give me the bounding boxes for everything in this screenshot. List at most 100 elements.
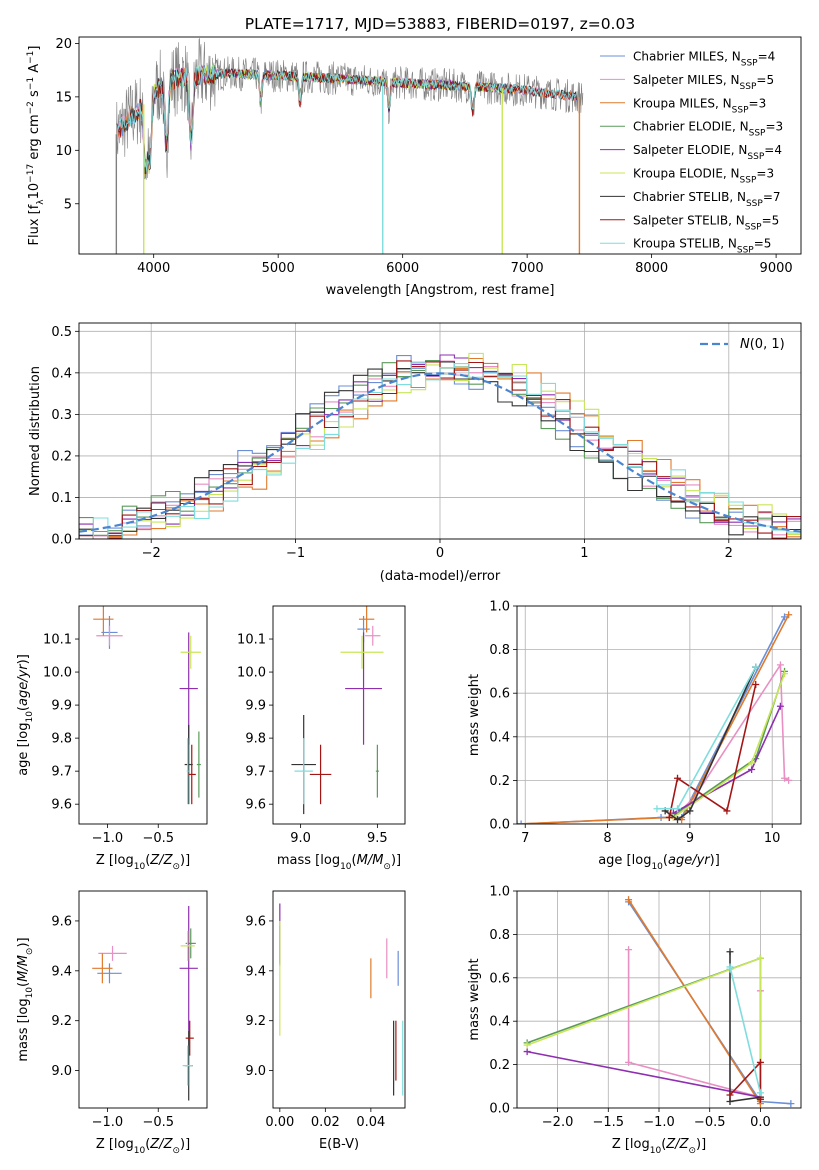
y-tick-label: 9.6 [51, 914, 72, 929]
x-tick-label: −1.5 [592, 1115, 624, 1130]
histogram-kroupa_miles [79, 357, 801, 539]
panel-age-vs-mass: 9.0 9.5 9.6 9.7 9.8 9.9 10.0 10.1 mass [log10(M/… [237, 605, 406, 872]
weight-marker-salpeter_miles [776, 661, 784, 669]
weight-marker-chabrier_stelib [726, 948, 734, 956]
y-tick-label: 9.0 [245, 1064, 266, 1079]
x-tick-label: 7 [521, 831, 529, 846]
plot-area [115, 37, 584, 254]
y-tick-label: 0.5 [51, 325, 72, 340]
weight-marker-chabrier_stelib [726, 1097, 734, 1105]
x-tick-label: −0.5 [142, 1115, 174, 1130]
weight-marker-kroupa_stelib [653, 805, 661, 813]
plot-area [291, 606, 384, 815]
y-tick-label: 0.8 [489, 928, 510, 943]
weight-marker-chabrier_stelib [686, 807, 694, 815]
x-tick-label: 0 [436, 546, 444, 561]
axes-frame [78, 605, 208, 825]
weight-marker-kroupa_elodie [523, 1041, 531, 1049]
y-tick-label: 0.2 [489, 1058, 510, 1073]
y-tick-label: 9.7 [51, 765, 72, 780]
x-tick-label: 6000 [386, 261, 419, 276]
figure-title: PLATE=1717, MJD=53883, FIBERID=0197, z=0… [245, 15, 635, 33]
weight-marker-kroupa_elodie [756, 954, 764, 962]
weight-line-kroupa_elodie [526, 957, 762, 1098]
y-tick-label: 0.1 [51, 491, 72, 506]
weight-marker-salpeter_stelib [723, 807, 731, 815]
y-tick-label: 0.4 [489, 1015, 510, 1030]
weight-line-kroupa_stelib [729, 966, 762, 1093]
weight-marker-chabrier_miles [787, 1100, 795, 1108]
weight-marker-salpeter_stelib [726, 1091, 734, 1099]
x-tick-label: −2.0 [542, 1115, 574, 1130]
weight-marker-kroupa_elodie [781, 670, 789, 678]
weight-marker-salpeter_miles [625, 1058, 633, 1066]
weight-marker-salpeter_stelib [756, 1058, 764, 1066]
x-tick-label: −0.5 [694, 1115, 726, 1130]
model-spectrum-kroupa_stelib [115, 64, 577, 173]
x-tick-label: 9000 [760, 261, 793, 276]
y-tick-label: 9.2 [245, 1014, 266, 1029]
x-tick-label: 10 [764, 831, 781, 846]
weight-marker-salpeter_stelib [752, 680, 760, 688]
panel-age-vs-z: −1.0 −0.5 9.6 9.7 9.8 9.9 10.0 10.1 Z [log10(Z/Z… [16, 605, 208, 872]
x-tick-label: −1.0 [92, 831, 124, 846]
y-tick-label: 9.9 [245, 699, 266, 714]
weight-marker-salpeter_elodie [523, 1048, 531, 1056]
y-tick-label: 0.6 [489, 687, 510, 702]
axes-frame [78, 890, 208, 1109]
panel-weights-vs-age: 7 8 9 10 0.0 0.2 0.4 0.6 0.8 1.0 age [log10(age/yr… [467, 600, 802, 872]
panel-spectrum: 4000 5000 6000 7000 8000 9000 5 10 15 20 wavelengt… [26, 36, 802, 298]
panel-residuals: −2 −1 0 1 2 0.0 0.1 0.2 0.3 0.4 0.5 (data-model)/er… [28, 322, 802, 584]
histogram-kroupa_stelib [79, 362, 801, 539]
axes-frame [516, 890, 802, 1109]
legend-label: N(0, 1) [740, 337, 785, 352]
y-axis-label: age [log10(age/yr)] [16, 654, 35, 776]
panel-mass-vs-ebv: 0.00 0.02 0.04 9.0 9.2 9.4 9.6 E(B-V) [245, 890, 406, 1152]
weight-marker-salpeter_stelib [674, 774, 682, 782]
axes-frame [272, 890, 406, 1109]
panel-mass-vs-z: −1.0 −0.5 9.0 9.2 9.4 9.6 Z [log10(Z/Z⊙)] mass … [16, 890, 208, 1156]
plot-area [517, 606, 801, 824]
y-tick-label: 9.9 [51, 699, 72, 714]
y-axis-label: mass weight [467, 674, 482, 756]
weight-line-kroupa_stelib [656, 666, 757, 810]
x-axis-label: Z [log10(Z/Z⊙)] [612, 1137, 706, 1156]
x-axis-label: age [log10(age/yr)] [598, 853, 720, 872]
y-tick-label: 9.6 [245, 798, 266, 813]
legend-label: Chabrier STELIB, NSSP=7 [633, 190, 781, 209]
y-tick-label: 0.0 [489, 818, 510, 833]
x-axis-label: Z [log10(Z/Z⊙)] [96, 853, 190, 872]
y-tick-label: 1.0 [489, 885, 510, 900]
x-tick-label: 7000 [511, 261, 544, 276]
legend-label: Kroupa ELODIE, NSSP=3 [633, 167, 774, 186]
x-tick-label: −1.0 [92, 1115, 124, 1130]
y-tick-label: 0.2 [51, 449, 72, 464]
y-tick-label: 9.4 [245, 964, 266, 979]
axes-frame [272, 605, 406, 825]
legend-label: Salpeter MILES, NSSP=5 [633, 73, 774, 92]
weight-marker-kroupa_elodie [748, 759, 756, 767]
x-tick-label: 0.00 [265, 1115, 294, 1130]
plot-area [79, 323, 801, 539]
weight-marker-chabrier_miles [517, 820, 525, 824]
legend-label: Kroupa STELIB, NSSP=5 [633, 237, 771, 256]
x-tick-label: −2 [142, 546, 161, 561]
y-tick-label: 9.6 [51, 798, 72, 813]
x-tick-label: 2 [725, 546, 733, 561]
observed-spectrum [116, 37, 584, 180]
x-axis-label: Z [log10(Z/Z⊙)] [96, 1137, 190, 1156]
y-tick-label: 0.8 [489, 643, 510, 658]
weight-line-chabrier_elodie [526, 957, 762, 1100]
x-tick-label: −1 [286, 546, 305, 561]
y-tick-label: 0.4 [51, 366, 72, 381]
y-tick-label: 10.1 [43, 633, 72, 648]
weight-line-salpeter_elodie [673, 705, 782, 814]
y-tick-label: 9.4 [51, 964, 72, 979]
y-axis-label: mass weight [467, 958, 482, 1040]
y-tick-label: 9.8 [51, 732, 72, 747]
weight-marker-kroupa_stelib [756, 1089, 764, 1097]
x-tick-label: 8 [603, 831, 611, 846]
weight-marker-kroupa_stelib [752, 663, 760, 671]
y-tick-label: 20 [55, 37, 72, 52]
